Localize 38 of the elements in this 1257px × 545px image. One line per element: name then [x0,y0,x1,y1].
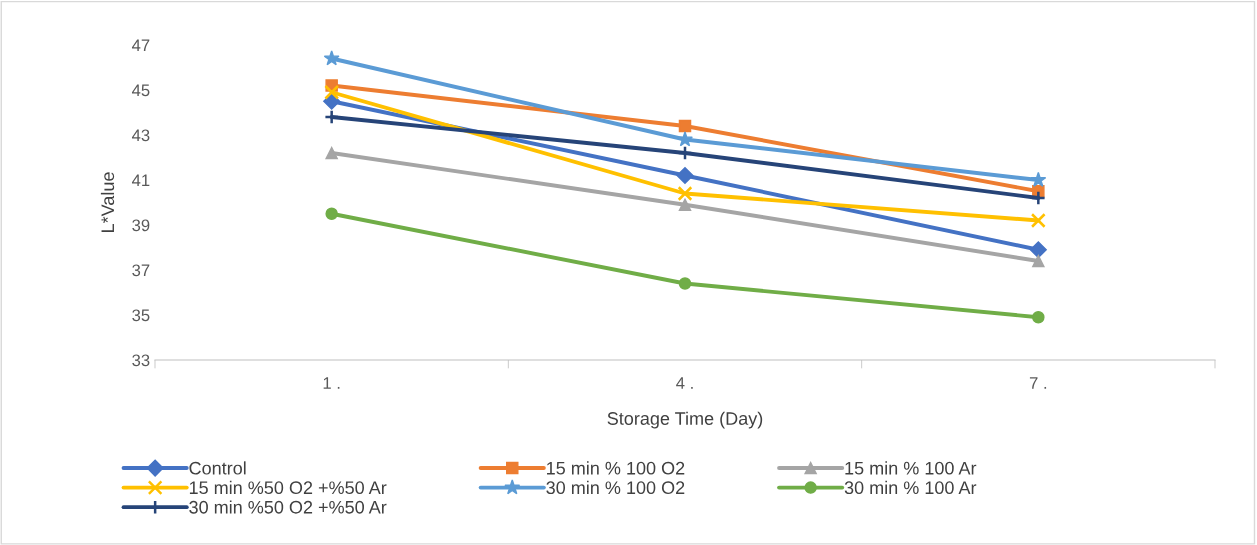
y-axis-title: L*Value [100,172,115,232]
point [324,109,340,125]
point [1030,190,1046,206]
y-tick-label: 43 [131,129,150,142]
point [678,277,692,290]
point [677,131,693,147]
x-axis-title: Storage Time (Day) [607,411,763,429]
point [1030,171,1047,187]
point [1032,310,1045,324]
point [677,145,693,161]
legend-label: 30 min % 100 Ar [844,480,977,495]
point [1029,241,1047,259]
point [676,166,694,185]
x-tick-label: 4 . [676,377,693,389]
legend-label: 30 min %50 O2 +%50 Ar [189,500,387,514]
y-tick-label: 35 [132,309,150,322]
y-tick-label: 45 [131,84,150,97]
y-tick-label: 39 [132,219,150,232]
legend-label: Control [189,461,246,475]
legend-label: 15 min % 100 Ar [845,461,977,475]
y-tick-label: 41 [131,174,150,187]
legend-label: 15 min % 100 O2 [547,461,685,475]
point [1030,213,1046,228]
y-tick-label: 37 [132,264,150,277]
point [678,198,692,212]
y-tick-label: 33 [132,354,150,367]
point [325,207,338,221]
point [1032,254,1045,268]
point [323,50,340,66]
legend-label: 30 min % 100 O2 [546,480,685,495]
point [677,186,693,201]
point [325,146,338,160]
legend-label: 15 min %50 O2 +%50 Ar [189,480,387,495]
x-tick-label: 7 . [1029,377,1047,389]
point [678,119,692,133]
x-tick-label: 1 . [323,377,340,389]
point [324,84,340,100]
y-tick-label: 47 [131,39,150,52]
